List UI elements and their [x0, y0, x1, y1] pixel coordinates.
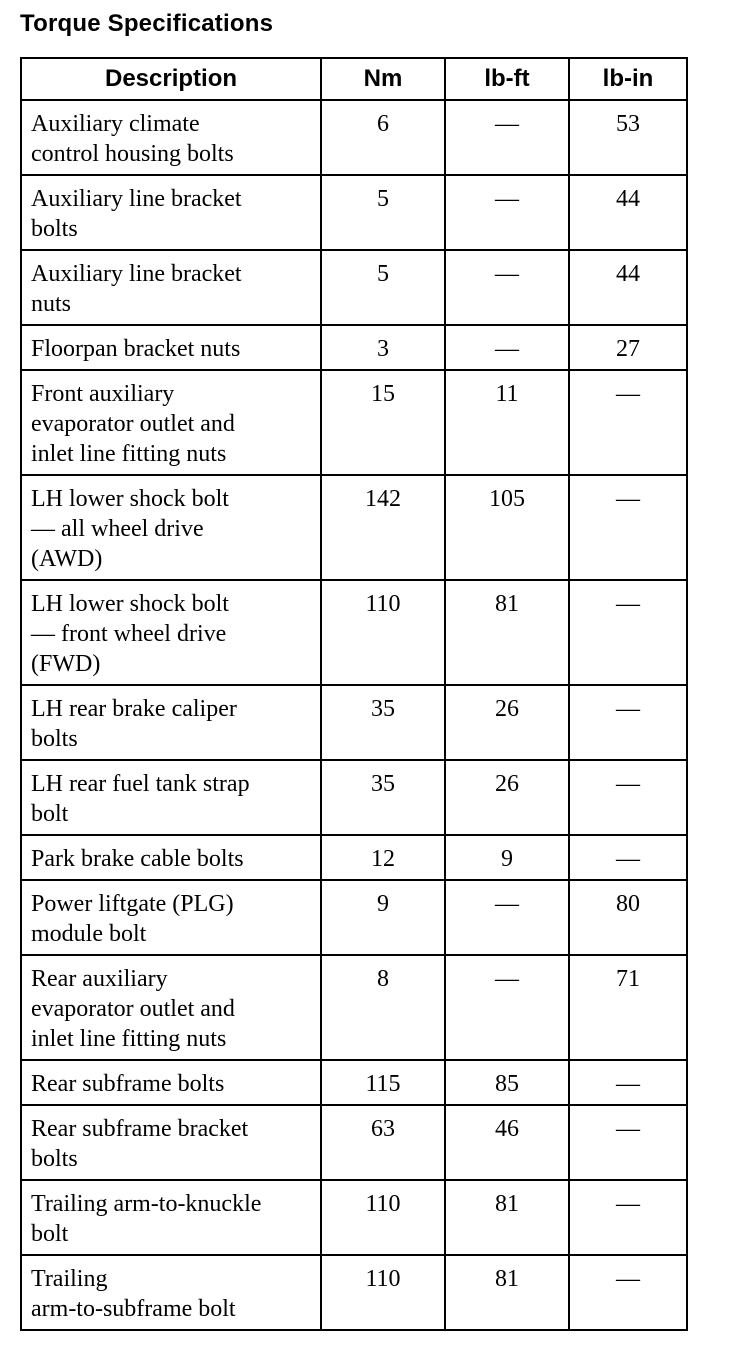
cell-lb-in: 80 [568, 879, 688, 956]
cell-nm: 63 [320, 1104, 446, 1181]
table-row: Rear auxiliary evaporator outlet and inl… [20, 954, 688, 1061]
cell-description: Rear subframe bracket bolts [20, 1104, 322, 1181]
cell-lb-ft: — [444, 954, 570, 1061]
table-row: Front auxiliary evaporator outlet and in… [20, 369, 688, 476]
cell-description: LH lower shock bolt — front wheel drive … [20, 579, 322, 686]
cell-lb-ft: 81 [444, 579, 570, 686]
cell-lb-in: — [568, 1059, 688, 1106]
cell-description: Rear subframe bolts [20, 1059, 322, 1106]
cell-lb-ft: 26 [444, 759, 570, 836]
cell-lb-in: 44 [568, 174, 688, 251]
page-title: Torque Specifications [20, 10, 274, 37]
cell-nm: 142 [320, 474, 446, 581]
cell-description: Trailing arm-to-subframe bolt [20, 1254, 322, 1331]
cell-description: Front auxiliary evaporator outlet and in… [20, 369, 322, 476]
cell-lb-in: — [568, 1179, 688, 1256]
cell-nm: 115 [320, 1059, 446, 1106]
cell-lb-ft: 85 [444, 1059, 570, 1106]
cell-lb-ft: — [444, 879, 570, 956]
cell-lb-ft: 46 [444, 1104, 570, 1181]
column-header-lb-in: lb-in [568, 57, 688, 101]
cell-lb-in: — [568, 759, 688, 836]
cell-description: Power liftgate (PLG) module bolt [20, 879, 322, 956]
cell-nm: 110 [320, 1254, 446, 1331]
cell-description: Auxiliary climate control housing bolts [20, 99, 322, 176]
torque-specifications-table: Description Nm lb-ft lb-in Auxiliary cli… [20, 57, 688, 1331]
cell-lb-in: — [568, 1104, 688, 1181]
column-header-nm: Nm [320, 57, 446, 101]
table-row: Power liftgate (PLG) module bolt 9—80 [20, 879, 688, 956]
table-row: Trailing arm-to-subframe bolt 110 81— [20, 1254, 688, 1331]
table-row: Park brake cable bolts 12 9— [20, 834, 688, 881]
cell-description: Rear auxiliary evaporator outlet and inl… [20, 954, 322, 1061]
table-body: Auxiliary climate control housing bolts 6… [20, 99, 688, 1331]
cell-lb-ft: — [444, 249, 570, 326]
cell-lb-ft: 105 [444, 474, 570, 581]
cell-lb-in: — [568, 684, 688, 761]
cell-nm: 9 [320, 879, 446, 956]
cell-description: Trailing arm-to-knuckle bolt [20, 1179, 322, 1256]
cell-description: LH rear brake caliper bolts [20, 684, 322, 761]
cell-lb-in: — [568, 834, 688, 881]
cell-lb-ft: 9 [444, 834, 570, 881]
cell-lb-in: 53 [568, 99, 688, 176]
cell-description: Auxiliary line bracket nuts [20, 249, 322, 326]
cell-lb-ft: — [444, 99, 570, 176]
cell-nm: 8 [320, 954, 446, 1061]
cell-description: Auxiliary line bracket bolts [20, 174, 322, 251]
cell-lb-ft: — [444, 174, 570, 251]
table-row: Auxiliary climate control housing bolts 6… [20, 99, 688, 176]
column-header-lb-ft: lb-ft [444, 57, 570, 101]
cell-lb-ft: 11 [444, 369, 570, 476]
table-row: Floorpan bracket nuts 3—27 [20, 324, 688, 371]
cell-lb-ft: 81 [444, 1179, 570, 1256]
cell-lb-in: 27 [568, 324, 688, 371]
cell-nm: 5 [320, 174, 446, 251]
cell-lb-in: — [568, 369, 688, 476]
cell-description: Park brake cable bolts [20, 834, 322, 881]
cell-nm: 110 [320, 1179, 446, 1256]
table-row: Rear subframe bolts 115 85— [20, 1059, 688, 1106]
cell-nm: 35 [320, 684, 446, 761]
table-row: Trailing arm-to-knuckle bolt 110 81— [20, 1179, 688, 1256]
cell-lb-in: — [568, 1254, 688, 1331]
cell-lb-ft: 81 [444, 1254, 570, 1331]
table-row: LH rear brake caliper bolts 35 26— [20, 684, 688, 761]
cell-nm: 35 [320, 759, 446, 836]
table-header-row: Description Nm lb-ft lb-in [20, 57, 688, 101]
cell-nm: 6 [320, 99, 446, 176]
cell-description: LH rear fuel tank strap bolt [20, 759, 322, 836]
cell-description: Floorpan bracket nuts [20, 324, 322, 371]
table-row: Auxiliary line bracket bolts 5—44 [20, 174, 688, 251]
table-row: LH lower shock bolt — all wheel drive (A… [20, 474, 688, 581]
cell-nm: 110 [320, 579, 446, 686]
table-row: Rear subframe bracket bolts 63 46— [20, 1104, 688, 1181]
cell-nm: 5 [320, 249, 446, 326]
cell-description: LH lower shock bolt — all wheel drive (A… [20, 474, 322, 581]
table-row: LH rear fuel tank strap bolt 35 26— [20, 759, 688, 836]
cell-lb-ft: — [444, 324, 570, 371]
cell-nm: 3 [320, 324, 446, 371]
cell-lb-in: 44 [568, 249, 688, 326]
table-row: LH lower shock bolt — front wheel drive … [20, 579, 688, 686]
table-row: Auxiliary line bracket nuts 5—44 [20, 249, 688, 326]
cell-lb-in: — [568, 474, 688, 581]
cell-lb-in: 71 [568, 954, 688, 1061]
cell-lb-in: — [568, 579, 688, 686]
column-header-description: Description [20, 57, 322, 101]
cell-lb-ft: 26 [444, 684, 570, 761]
cell-nm: 12 [320, 834, 446, 881]
cell-nm: 15 [320, 369, 446, 476]
